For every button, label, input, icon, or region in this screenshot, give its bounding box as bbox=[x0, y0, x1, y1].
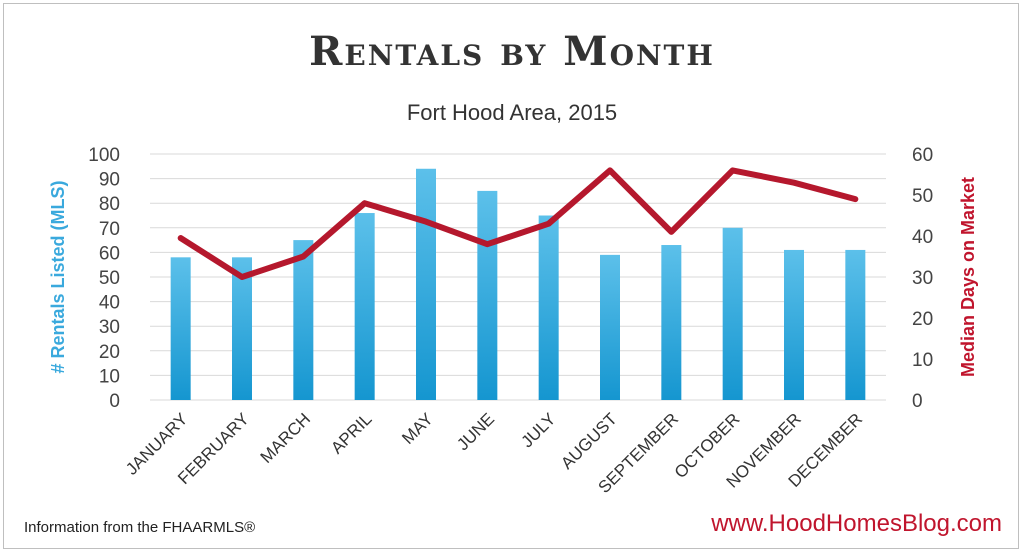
bar bbox=[416, 168, 436, 400]
right-tick-label: 60 bbox=[912, 145, 933, 166]
days-on-market-line bbox=[177, 167, 859, 280]
bar bbox=[477, 190, 498, 400]
category-label: AUGUST bbox=[557, 409, 621, 473]
bar bbox=[170, 257, 191, 400]
left-tick-label: 70 bbox=[99, 219, 120, 240]
right-tick-label: 30 bbox=[912, 268, 933, 289]
category-label: JULY bbox=[518, 409, 560, 451]
category-label: APRIL bbox=[327, 409, 375, 457]
bar bbox=[600, 254, 620, 400]
line-series bbox=[177, 167, 859, 280]
category-label: MARCH bbox=[257, 409, 315, 467]
right-axis-label: Median Days on Market bbox=[958, 177, 978, 377]
left-tick-label: 80 bbox=[99, 194, 120, 215]
left-tick-label: 30 bbox=[99, 317, 120, 338]
bar bbox=[722, 227, 743, 400]
bar bbox=[538, 215, 559, 400]
bar bbox=[293, 240, 314, 400]
left-axis-label: # Rentals Listed (MLS) bbox=[48, 180, 68, 373]
gridlines bbox=[150, 153, 886, 401]
source-note: Information from the FHAARMLS® bbox=[24, 519, 256, 536]
right-axis-ticks: 60 50 40 30 20 10 0 bbox=[912, 145, 933, 412]
bar bbox=[845, 249, 866, 400]
left-tick-label: 90 bbox=[99, 170, 120, 191]
left-tick-label: 60 bbox=[99, 243, 120, 264]
chart-title: Rentals by Month bbox=[309, 28, 715, 75]
bar bbox=[661, 245, 682, 400]
right-tick-label: 50 bbox=[912, 186, 933, 207]
left-tick-label: 10 bbox=[99, 366, 120, 387]
website-link[interactable]: www.HoodHomesBlog.com bbox=[711, 510, 1002, 537]
bar bbox=[232, 257, 252, 400]
left-tick-label: 100 bbox=[88, 145, 120, 166]
right-tick-label: 20 bbox=[912, 309, 933, 330]
category-label: JUNE bbox=[453, 409, 498, 454]
right-tick-label: 40 bbox=[912, 227, 933, 248]
right-tick-label: 0 bbox=[912, 391, 923, 412]
left-tick-label: 20 bbox=[99, 342, 120, 363]
bar bbox=[784, 249, 804, 400]
chart-subtitle: Fort Hood Area, 2015 bbox=[406, 100, 618, 125]
left-tick-label: 0 bbox=[109, 391, 120, 412]
category-label: MAY bbox=[398, 409, 437, 448]
right-tick-label: 10 bbox=[912, 350, 933, 371]
left-tick-label: 40 bbox=[99, 293, 120, 314]
left-tick-label: 50 bbox=[99, 268, 120, 289]
bar bbox=[354, 213, 375, 400]
